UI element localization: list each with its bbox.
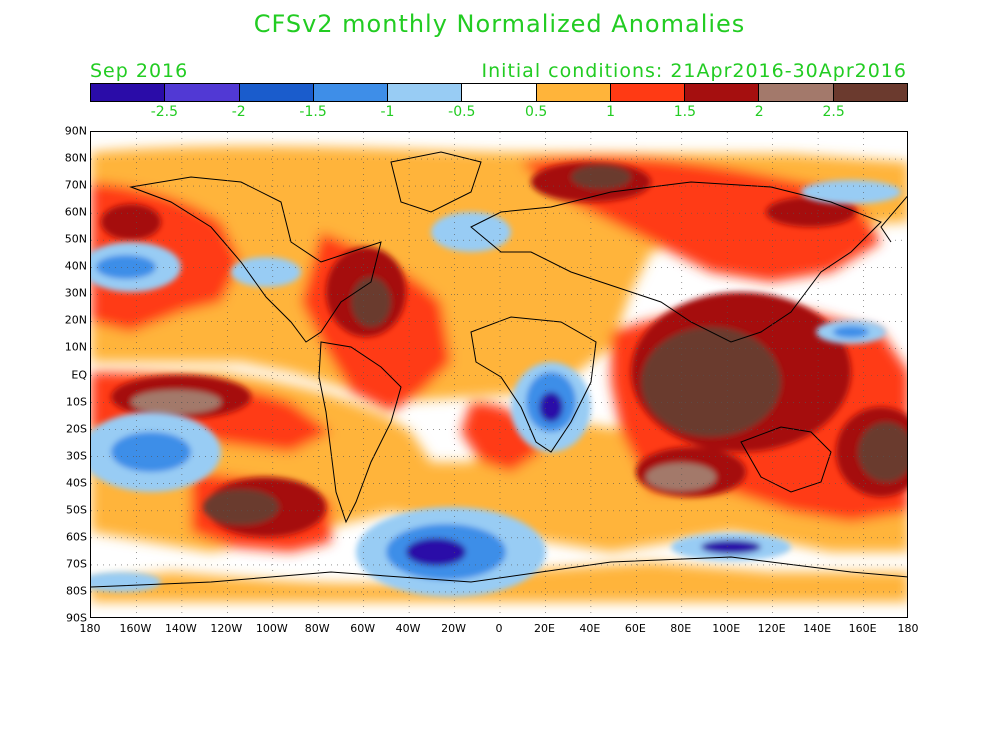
latitude-tick-label: 40S [66, 476, 87, 490]
coastlines [91, 151, 907, 588]
longitude-tick-label: 120W [210, 622, 243, 635]
color-scale-bar [90, 83, 908, 102]
color-scale-tick-label: -0.5 [448, 104, 476, 120]
latitude-tick-label: 20N [64, 313, 87, 327]
color-scale-tick-label: 2 [754, 104, 764, 120]
longitude-tick-label: 140E [803, 622, 832, 635]
color-scale-tick-label: 1.5 [673, 104, 697, 120]
latitude-tick-label: 80S [66, 584, 87, 598]
latitude-tick-label: 30N [64, 286, 87, 300]
color-scale-segment [759, 84, 834, 101]
color-scale-segment [313, 84, 389, 101]
color-scale-segment [388, 84, 463, 101]
latitude-tick-label: 60S [66, 530, 87, 544]
latitude-tick-label: 40N [64, 259, 87, 273]
latitude-tick-label: 20S [66, 422, 87, 436]
color-scale-tick-label: 0.5 [525, 104, 548, 120]
color-scale-segment [239, 84, 314, 101]
map-canvas [91, 132, 907, 617]
longitude-tick-label: 160W [119, 622, 152, 635]
latitude-tick-label: 80N [64, 151, 87, 165]
lat-lon-grid [91, 132, 907, 617]
latitude-tick-label: 90S [66, 611, 87, 625]
latitude-tick-label: 30S [66, 449, 87, 463]
map-title: CFSv2 monthly Normalized Anomalies [253, 10, 746, 38]
color-scale-tick-label: -1 [380, 104, 395, 120]
latitude-tick-label: 70S [66, 557, 87, 571]
color-scale-segment [165, 84, 240, 101]
longitude-tick-label: 60E [624, 622, 646, 635]
color-scale-segment [536, 84, 611, 101]
longitude-tick-label: 100W [255, 622, 288, 635]
color-scale-segment [685, 84, 760, 101]
anomaly-map [90, 131, 908, 618]
longitude-tick-label: 0 [495, 622, 503, 635]
longitude-tick-label: 100E [712, 622, 741, 635]
color-scale-segment [833, 84, 907, 101]
forecast-month-label: Sep 2016 [90, 60, 189, 82]
color-scale-tick-label: 2.5 [822, 104, 845, 120]
color-scale-tick-label: -1.5 [299, 104, 327, 120]
longitude-tick-label: 80E [670, 622, 692, 635]
latitude-tick-label: 50N [64, 232, 87, 246]
longitude-tick-label: 40E [579, 622, 601, 635]
latitude-tick-label: 90N [64, 124, 87, 138]
longitude-tick-label: 20W [441, 622, 466, 635]
color-scale-segment [91, 84, 166, 101]
longitude-tick-label: 160E [848, 622, 877, 635]
longitude-tick-label: 120E [757, 622, 786, 635]
strong-positive-anomaly-cores [101, 162, 907, 537]
latitude-tick-label: 10S [66, 395, 87, 409]
longitude-tick-label: 20E [533, 622, 555, 635]
longitude-tick-label: 180 [897, 622, 919, 635]
latitude-tick-label: 10N [64, 340, 87, 354]
latitude-tick-label: 70N [64, 178, 87, 192]
color-scale-tick-label: -2 [231, 104, 246, 120]
color-scale-tick-label: 1 [606, 104, 615, 120]
initial-conditions-label: Initial conditions: 21Apr2016-30Apr2016 [481, 60, 907, 82]
latitude-tick-label: 50S [66, 503, 87, 517]
color-scale-tick-label: -2.5 [150, 104, 179, 120]
longitude-tick-label: 140W [164, 622, 197, 635]
longitude-tick-label: 60W [350, 622, 376, 635]
color-scale-labels: -2.5 -2 -1.5 -1 -0.5 0.5 1 1.5 2 2.5 [90, 104, 908, 122]
latitude-tick-label: 60N [64, 205, 87, 219]
color-scale-segment [462, 84, 537, 101]
color-scale-segment [610, 84, 686, 101]
longitude-tick-label: 40W [395, 622, 421, 635]
longitude-tick-label: 80W [304, 622, 330, 635]
latitude-tick-label: EQ [71, 368, 87, 381]
longitude-tick-label: 180 [79, 622, 101, 635]
